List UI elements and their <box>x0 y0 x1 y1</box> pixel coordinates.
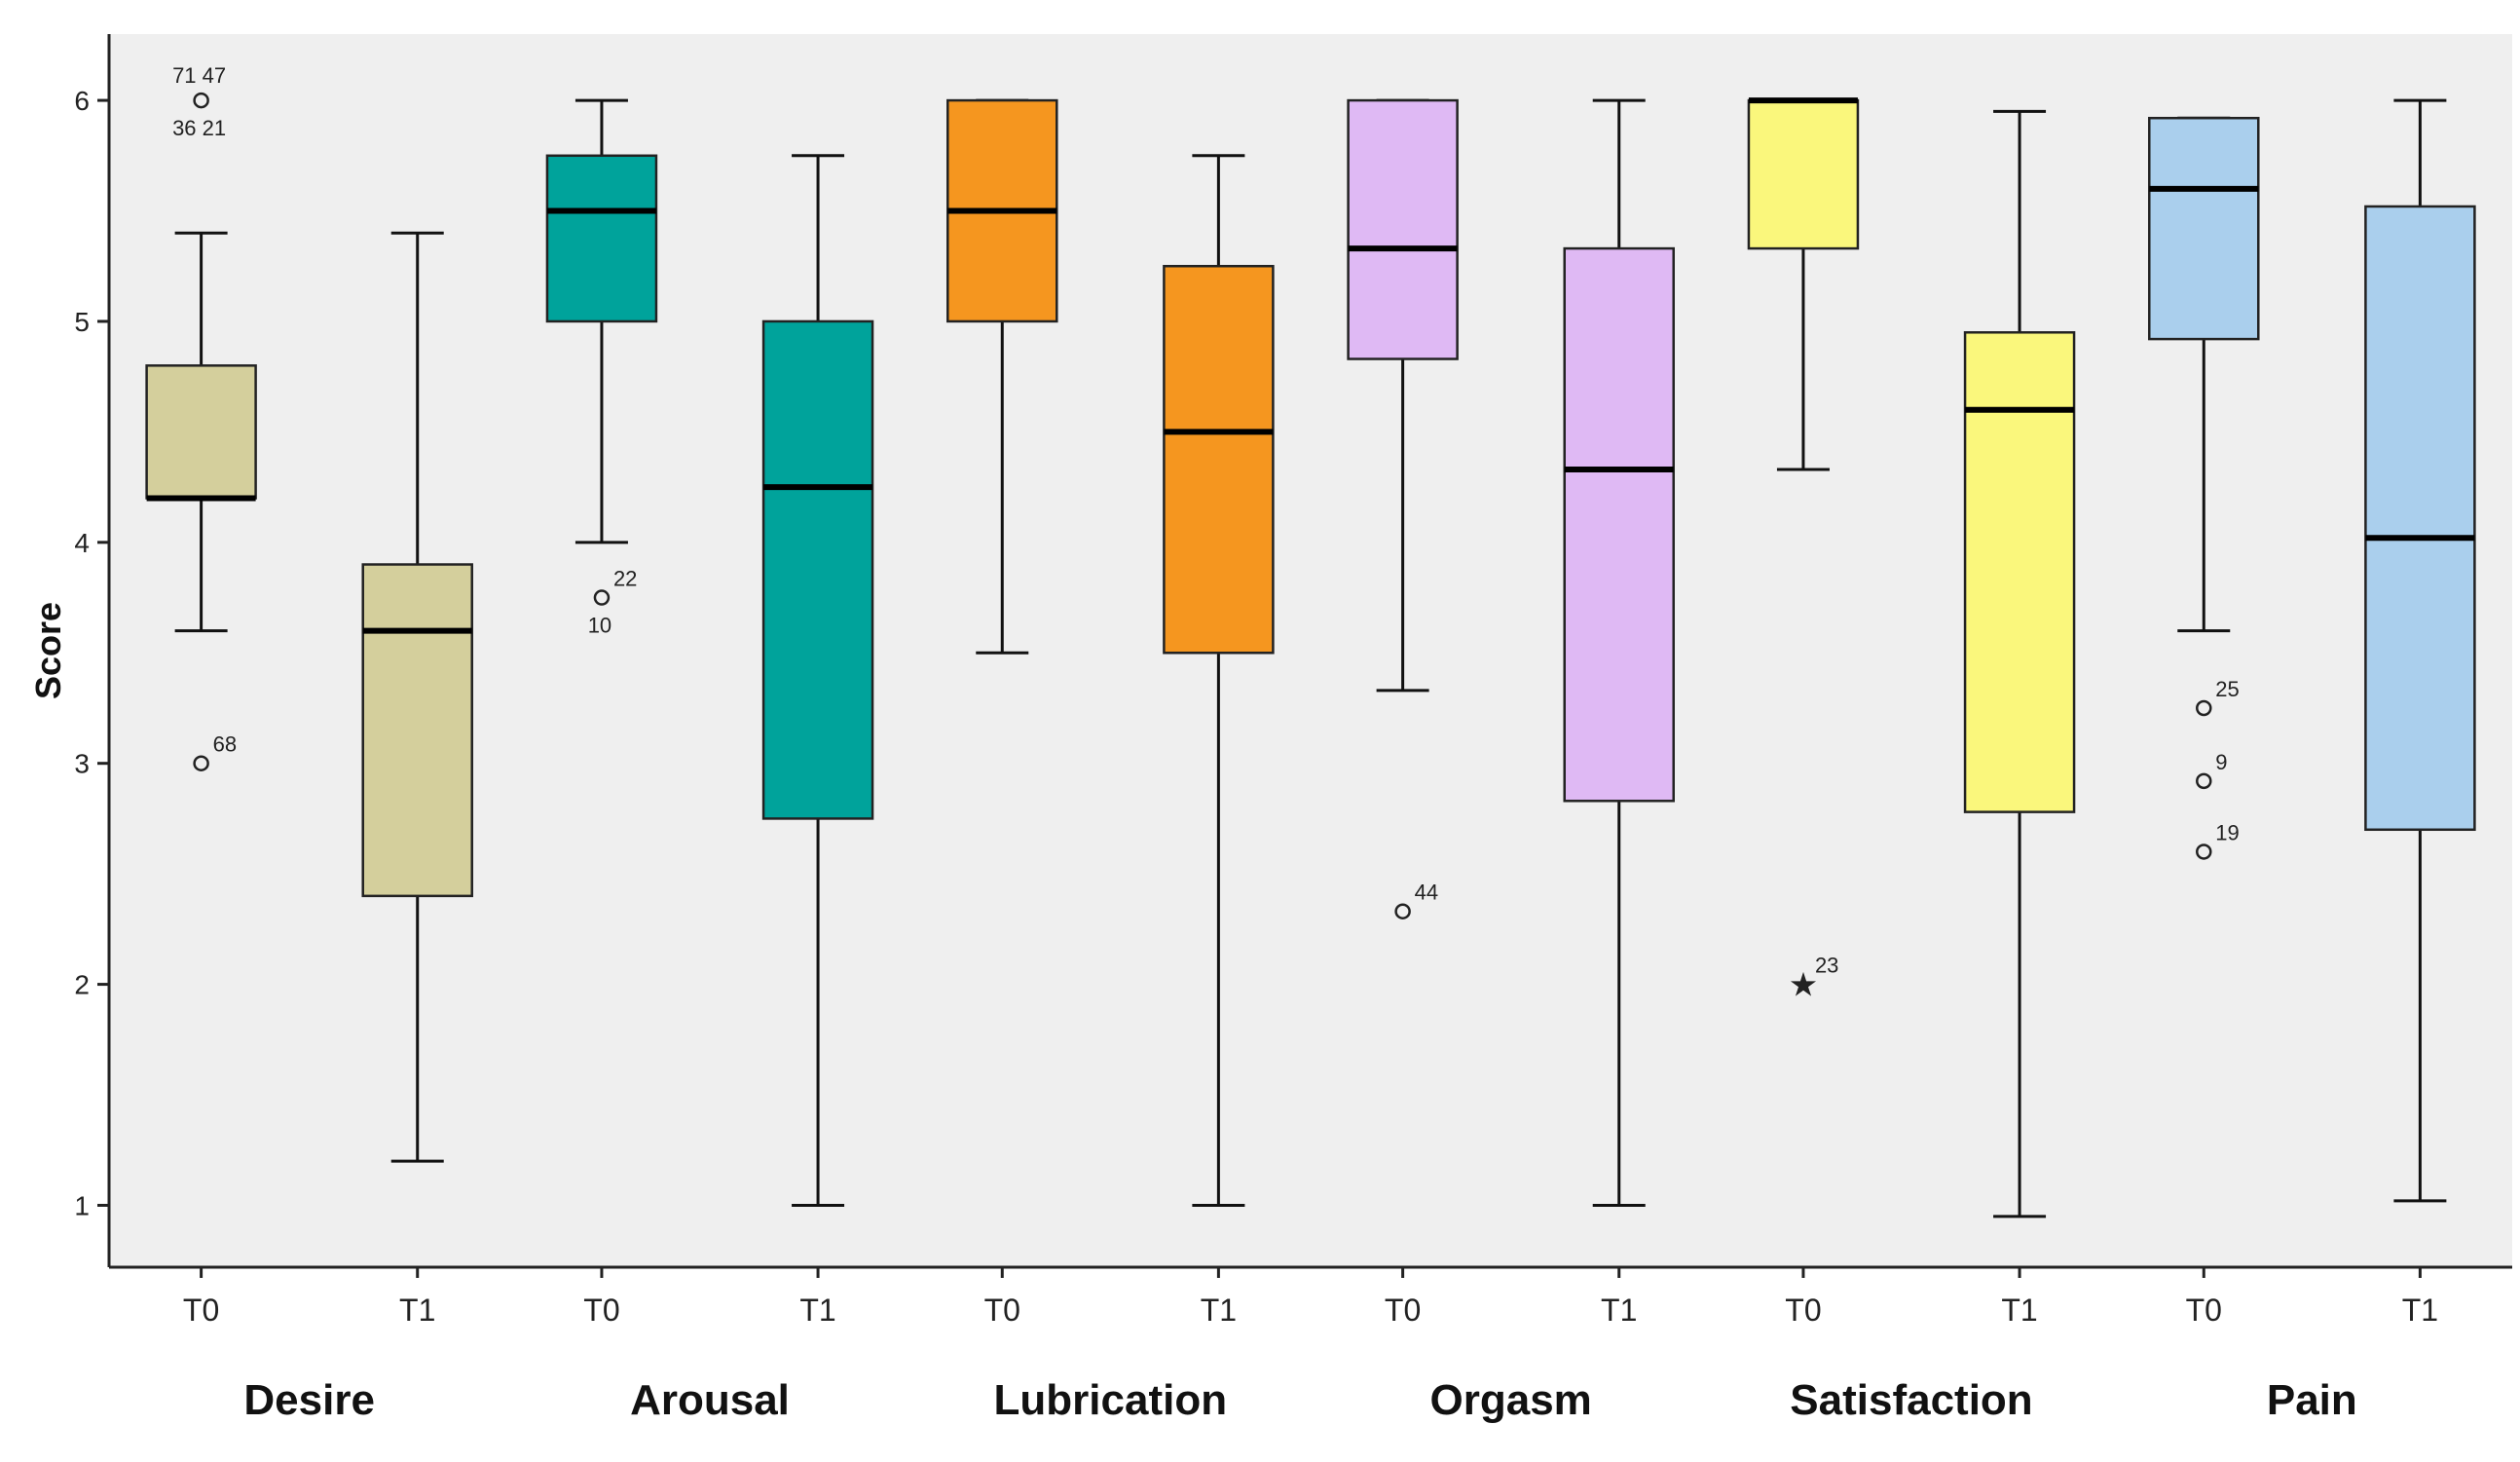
extreme-point: ★ <box>1789 967 1818 1004</box>
outlier-label: 25 <box>2215 677 2239 701</box>
y-tick-label: 3 <box>74 749 90 779</box>
outlier-label: 71 47 <box>172 63 226 88</box>
box-desire-t1 <box>361 563 473 898</box>
outlier-label: 23 <box>1815 954 1838 978</box>
outlier-label: 36 21 <box>172 116 226 140</box>
outlier-label: 68 <box>213 732 237 757</box>
box-pain-t1 <box>2364 205 2476 832</box>
group-label-pain: Pain <box>2267 1376 2357 1424</box>
x-tick-label: T0 <box>183 1293 219 1328</box>
outlier-label: 19 <box>2215 820 2239 844</box>
box-arousal-t1 <box>761 319 874 820</box>
y-axis-label: Score <box>28 602 68 699</box>
x-tick-label: T0 <box>984 1293 1020 1328</box>
box-satisfaction-t0 <box>1747 98 1860 250</box>
outlier-point <box>1394 903 1411 919</box>
outlier-point <box>2196 843 2212 860</box>
y-tick-label: 6 <box>74 86 90 116</box>
box-desire-t0 <box>145 364 257 500</box>
box-orgasm-t1 <box>1563 246 1675 803</box>
outlier-point <box>2196 772 2212 790</box>
x-tick-label: T1 <box>2001 1293 2037 1328</box>
outlier-point <box>593 589 611 606</box>
group-label-satisfaction: Satisfaction <box>1790 1376 2032 1424</box>
y-tick-label: 4 <box>74 528 90 558</box>
group-label-arousal: Arousal <box>630 1376 790 1424</box>
outlier-label: 10 <box>588 614 611 638</box>
box-arousal-t0 <box>545 154 658 323</box>
x-tick-label: T1 <box>2402 1293 2438 1328</box>
group-label-desire: Desire <box>243 1376 375 1424</box>
outlier-label: 9 <box>2215 750 2227 774</box>
x-tick-label: T1 <box>399 1293 435 1328</box>
x-tick-label: T0 <box>1785 1293 1821 1328</box>
box-orgasm-t0 <box>1347 98 1459 360</box>
x-tick-label: T1 <box>1601 1293 1637 1328</box>
box-lubrication-t1 <box>1163 264 1275 655</box>
outlier-point <box>2196 699 2212 717</box>
x-tick-label: T0 <box>2186 1293 2222 1328</box>
outlier-point <box>193 755 209 771</box>
y-tick-label: 5 <box>74 307 90 337</box>
group-label-lubrication: Lubrication <box>994 1376 1228 1424</box>
x-tick-label: T1 <box>799 1293 835 1328</box>
outlier-label: 22 <box>613 567 637 591</box>
box-pain-t0 <box>2148 116 2260 341</box>
group-label-orgasm: Orgasm <box>1430 1376 1592 1424</box>
y-tick-label: 1 <box>74 1190 90 1220</box>
x-tick-label: T1 <box>1201 1293 1237 1328</box>
box-satisfaction-t1 <box>1963 331 2076 813</box>
y-tick-label: 2 <box>74 970 90 1000</box>
outlier-label: 44 <box>1415 881 1438 905</box>
plot-area <box>109 34 2512 1267</box>
x-tick-label: T0 <box>1385 1293 1421 1328</box>
x-tick-label: T0 <box>583 1293 619 1328</box>
outlier-point <box>193 92 209 109</box>
